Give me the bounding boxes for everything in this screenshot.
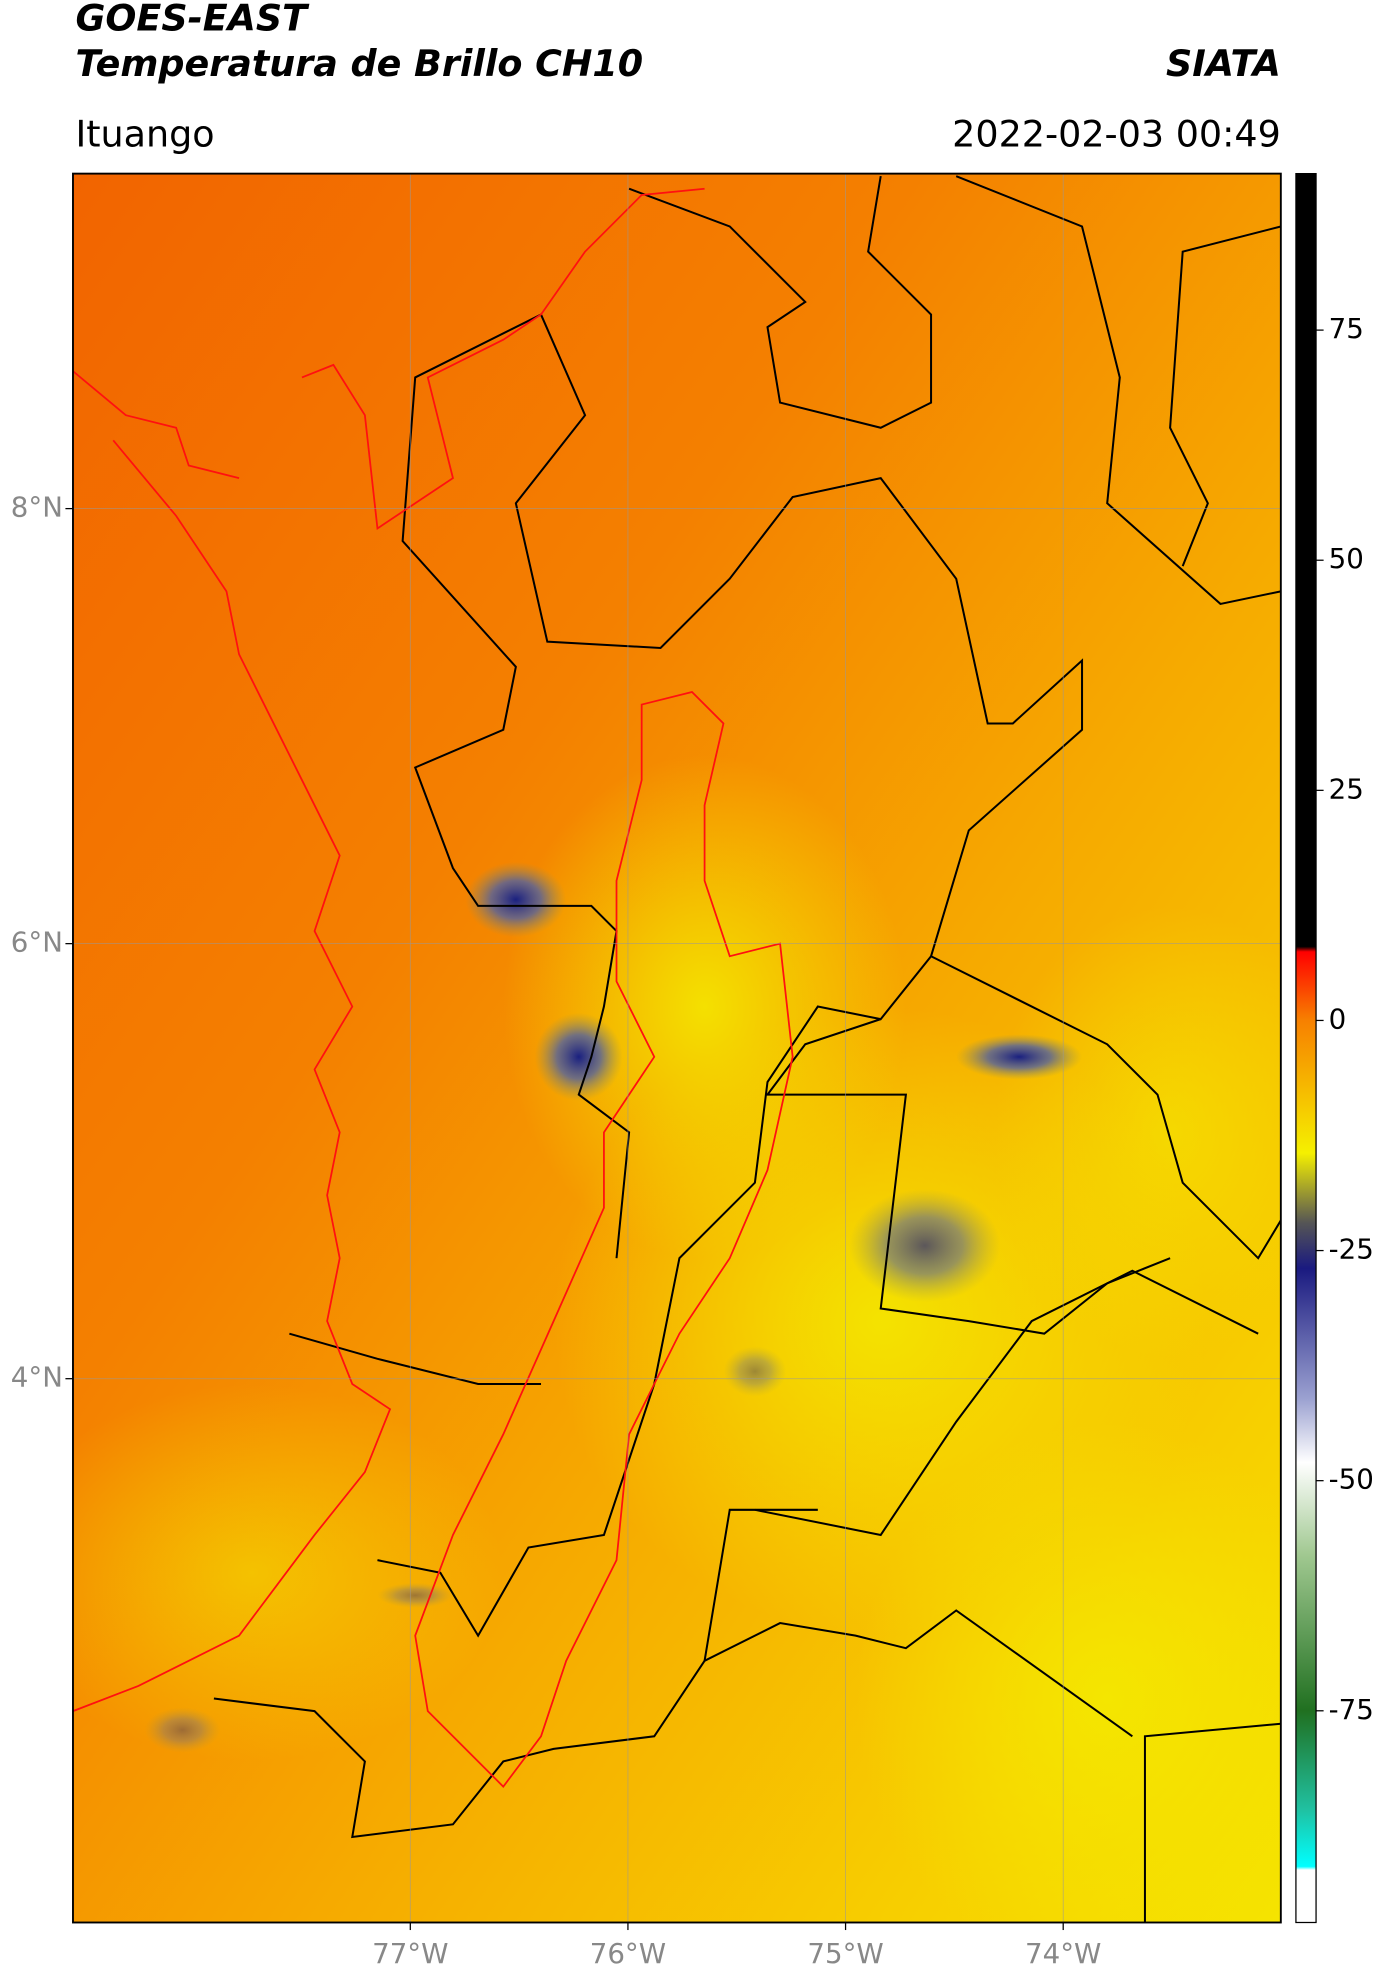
- y-tick-label: 6°N: [11, 926, 63, 959]
- region: Ituango: [75, 112, 214, 155]
- y-tick-label: 4°N: [11, 1361, 63, 1394]
- map-frame: [72, 172, 1282, 1924]
- source: SIATA: [1166, 42, 1281, 85]
- map-image: [72, 173, 1281, 1923]
- colorbar-tick-label: -50: [1329, 1463, 1374, 1496]
- title: GOES-EAST: [75, 0, 310, 40]
- colorbar-tick-label: 75: [1329, 312, 1364, 345]
- x-tick-label: 77°W: [372, 1937, 448, 1970]
- x-tick-label: 75°W: [807, 1937, 883, 1970]
- colorbar-tick-label: 25: [1329, 772, 1364, 805]
- colorbar: [1295, 172, 1317, 1924]
- colorbar-tick-label: -25: [1329, 1233, 1374, 1266]
- subtitle: Temperatura de Brillo CH10: [75, 42, 643, 85]
- y-tick-label: 8°N: [11, 491, 63, 524]
- colorbar-tick-label: 0: [1329, 1002, 1347, 1035]
- x-tick-label: 74°W: [1025, 1937, 1101, 1970]
- colorbar-tick-label: 50: [1329, 542, 1364, 575]
- colorbar-tick-label: -75: [1329, 1693, 1374, 1726]
- x-tick-label: 76°W: [590, 1937, 666, 1970]
- timestamp: 2022-02-03 00:49: [952, 112, 1281, 155]
- grid: [72, 173, 1281, 1923]
